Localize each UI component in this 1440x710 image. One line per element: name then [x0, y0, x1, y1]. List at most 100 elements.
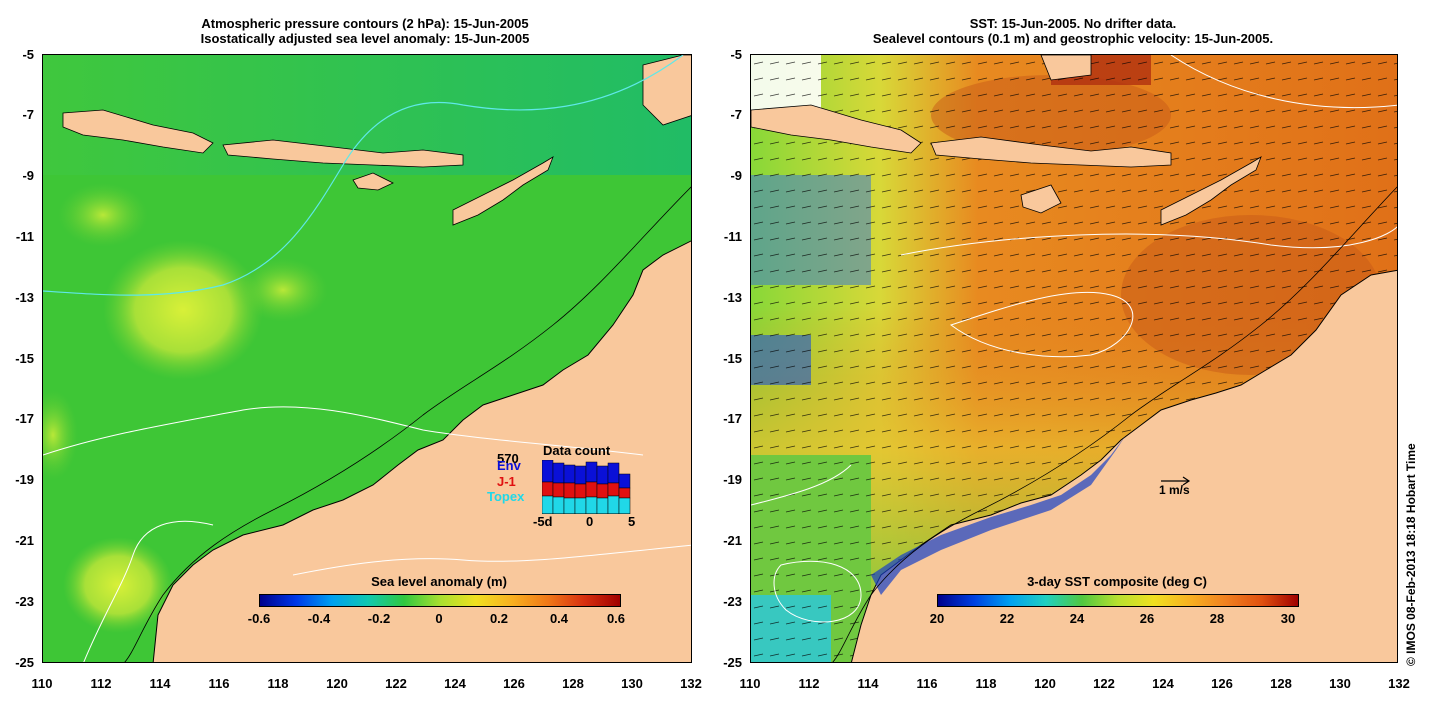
x-tick: 130 [621, 676, 643, 691]
x-tick: 122 [1093, 676, 1115, 691]
data-count-max: 570 [497, 451, 519, 466]
y-tick: -13 [15, 290, 34, 305]
legend-topex: Topex [487, 489, 525, 504]
x-tick: 122 [385, 676, 407, 691]
x-tick: 110 [31, 676, 53, 691]
island-sumbawa [62, 109, 214, 154]
x-tick: 114 [857, 676, 879, 691]
x-tick: 128 [562, 676, 584, 691]
left-cb-label: 0.6 [606, 611, 626, 626]
australia-landmass-right [850, 269, 1397, 662]
sealevel-contour [949, 291, 1134, 358]
x-tick: 116 [208, 676, 230, 691]
pressure-contour-white [43, 406, 644, 456]
x-tick: 118 [267, 676, 289, 691]
right-map-svg [751, 55, 1397, 662]
x-tick: 126 [1211, 676, 1233, 691]
data-count-x-zero: 0 [586, 514, 594, 529]
right-colorbar [937, 594, 1299, 607]
x-tick: 120 [1034, 676, 1056, 691]
y-tick: -25 [15, 655, 34, 670]
y-tick: -9 [22, 168, 34, 183]
pressure-contour-cyan [43, 55, 684, 296]
shelf-break-contour [124, 186, 691, 662]
right-cb-label: 24 [1069, 611, 1085, 626]
island-sumbawa-right [751, 104, 922, 154]
x-tick: 130 [1329, 676, 1351, 691]
y-tick: -7 [22, 107, 34, 122]
island-sumba [352, 172, 394, 191]
island-timor [452, 156, 554, 226]
x-tick: 110 [739, 676, 761, 691]
x-tick: 120 [326, 676, 348, 691]
y-tick: -23 [15, 594, 34, 609]
left-cb-label: -0.4 [307, 611, 331, 626]
right-title: SST: 15-Jun-2005. No drifter data. Seale… [748, 16, 1398, 46]
right-cb-label: 22 [999, 611, 1015, 626]
y-tick: -15 [723, 351, 742, 366]
y-tick: -19 [723, 472, 742, 487]
x-tick: 132 [680, 676, 702, 691]
x-tick: 126 [503, 676, 525, 691]
x-tick: 118 [975, 676, 997, 691]
right-map-sst[interactable] [750, 54, 1398, 663]
x-tick: 128 [1270, 676, 1292, 691]
y-tick: -21 [723, 533, 742, 548]
y-tick: -17 [15, 411, 34, 426]
australia-landmass [152, 240, 691, 662]
left-map-svg [43, 55, 691, 662]
imos-credit: © IMOS 08-Feb-2013 18:18 Hobart Time [1404, 443, 1418, 666]
right-cb-label: 30 [1280, 611, 1296, 626]
y-tick: -23 [723, 594, 742, 609]
data-count-title: Data count [543, 443, 611, 458]
x-tick: 112 [798, 676, 820, 691]
high-anomaly-blob [103, 240, 263, 380]
data-count-bars [542, 460, 631, 514]
y-tick: -13 [723, 290, 742, 305]
y-tick: -5 [22, 47, 34, 62]
right-cb-label: 28 [1209, 611, 1225, 626]
y-tick: -9 [730, 168, 742, 183]
x-tick: 116 [916, 676, 938, 691]
left-cb-label: -0.2 [367, 611, 391, 626]
y-tick: -19 [15, 472, 34, 487]
right-cb-label: 20 [929, 611, 945, 626]
legend-j1: J-1 [497, 474, 516, 489]
right-title-line1: SST: 15-Jun-2005. No drifter data. [969, 16, 1177, 31]
left-title: Atmospheric pressure contours (2 hPa): 1… [40, 16, 690, 46]
data-count-x-min: -5d [533, 514, 553, 529]
left-cb-label: 0.4 [549, 611, 569, 626]
left-colorbar [259, 594, 621, 607]
scale-arrow-label: 1 m/s [1159, 483, 1190, 497]
x-tick: 124 [1152, 676, 1174, 691]
left-map-sea-level[interactable] [42, 54, 692, 663]
y-tick: -21 [15, 533, 34, 548]
left-cb-label: 0.2 [489, 611, 509, 626]
island-flores [222, 139, 464, 168]
left-cb-label: -0.6 [247, 611, 271, 626]
y-tick: -17 [723, 411, 742, 426]
shelf-break-contour-right [832, 186, 1397, 662]
island-flores-right [930, 136, 1172, 168]
left-colorbar-title: Sea level anomaly (m) [371, 574, 507, 589]
y-tick: -7 [730, 107, 742, 122]
left-cb-label: 0 [435, 611, 443, 626]
x-tick: 114 [149, 676, 171, 691]
island-timor-right [1160, 156, 1262, 226]
x-tick: 124 [444, 676, 466, 691]
x-tick: 132 [1388, 676, 1410, 691]
y-tick: -5 [730, 47, 742, 62]
y-tick: -11 [723, 229, 742, 244]
y-tick: -25 [723, 655, 742, 670]
left-title-line1: Atmospheric pressure contours (2 hPa): 1… [201, 16, 529, 31]
bar-stack [542, 460, 631, 514]
legend-env: Env [497, 458, 521, 473]
y-tick: -15 [15, 351, 34, 366]
right-title-line2: Sealevel contours (0.1 m) and geostrophi… [872, 31, 1274, 46]
right-colorbar-title: 3-day SST composite (deg C) [1027, 574, 1207, 589]
x-tick: 112 [90, 676, 112, 691]
left-title-line2: Isostatically adjusted sea level anomaly… [200, 31, 530, 46]
right-cb-label: 26 [1139, 611, 1155, 626]
y-tick: -11 [15, 229, 34, 244]
data-count-x-max: 5 [628, 514, 636, 529]
